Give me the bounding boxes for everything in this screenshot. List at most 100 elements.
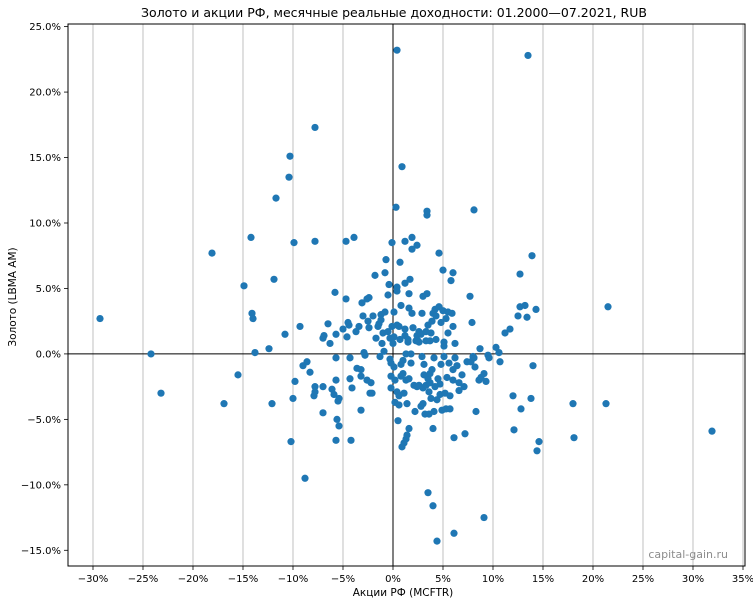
data-point [345,321,353,329]
data-point [299,362,307,370]
data-point [372,334,380,342]
data-point [335,394,343,403]
data-point [401,279,409,287]
data-point [390,363,398,371]
data-point [448,309,456,317]
data-point [402,350,410,358]
data-point [514,312,522,320]
data-point [291,377,299,386]
data-point [380,347,388,355]
data-point [157,389,165,397]
data-point [381,269,389,277]
data-point [395,322,403,331]
data-point [418,352,426,361]
data-point [495,349,503,357]
data-point [301,474,309,482]
data-point [510,426,518,434]
x-tick-label: −5% [331,574,355,585]
x-axis-ticks: −30% −25% −20% −15% −10% −5% 0% 5% 10% 15% 20% 25% 3… [78,566,753,585]
data-point [367,379,375,387]
data-point [404,338,412,346]
data-point [339,325,347,333]
data-point [472,407,480,416]
data-point [247,233,255,241]
data-point [433,537,441,545]
x-tick-label: 25% [632,574,654,585]
data-point [220,400,228,408]
data-point [376,352,384,361]
data-point [281,330,289,338]
y-tick-label: 0.0% [36,349,61,360]
y-axis-label: Золото (LBMA AM) [7,247,19,346]
data-point [272,194,280,202]
data-point [147,350,155,358]
data-point [470,354,478,362]
x-axis-label: Акции РФ (MCFTR) [353,587,454,599]
data-point [528,252,536,260]
data-point [521,301,529,310]
y-tick-label: −10.0% [21,480,61,491]
data-point [458,371,466,379]
data-point [335,422,343,430]
y-axis-ticks: −15.0% −10.0% −5.0% 0.0% 5.0% 10.0% 15.0% 20.0%… [21,22,68,557]
data-point [311,237,319,245]
data-point [437,318,445,327]
data-point [342,295,350,303]
data-point [352,328,360,336]
data-point [369,312,377,320]
data-point [296,322,304,331]
data-point [394,417,402,425]
data-point [350,233,358,241]
data-point [357,372,365,380]
data-point [407,350,415,358]
data-point [485,354,493,362]
data-point [529,362,537,370]
data-point [208,249,216,257]
data-point [393,46,401,54]
data-point [400,389,408,397]
data-point [708,427,716,435]
data-point [403,400,411,408]
y-tick-label: 5.0% [36,284,61,295]
data-point [496,358,504,366]
data-point [393,287,401,295]
data-point [387,384,395,392]
data-point [268,400,276,408]
data-point [396,335,404,344]
data-point [385,280,393,289]
data-point [442,314,450,323]
data-point [346,375,354,383]
data-point [251,349,259,357]
data-point [311,123,319,132]
data-point [480,369,488,378]
data-point [420,360,428,368]
data-point [399,369,407,378]
data-point [447,276,455,285]
y-tick-label: −5.0% [27,415,61,426]
data-point [346,354,354,362]
data-point [419,400,427,408]
data-point [96,314,104,323]
data-point [427,329,435,337]
data-point [455,386,463,395]
data-point [333,415,341,423]
data-point [440,352,448,361]
data-point [570,434,578,442]
data-point [449,269,457,277]
data-point [509,392,517,400]
data-point [347,436,355,444]
data-point [405,424,413,433]
data-point [406,275,414,283]
data-point [381,308,389,316]
data-point [265,345,273,353]
data-point [482,377,490,386]
data-point [396,258,404,266]
data-point [409,324,417,332]
data-point [523,313,531,321]
data-point [425,388,433,396]
data-point [432,312,440,320]
data-point [476,345,484,353]
data-point [357,366,365,374]
data-point [408,233,416,241]
data-point [332,330,340,338]
